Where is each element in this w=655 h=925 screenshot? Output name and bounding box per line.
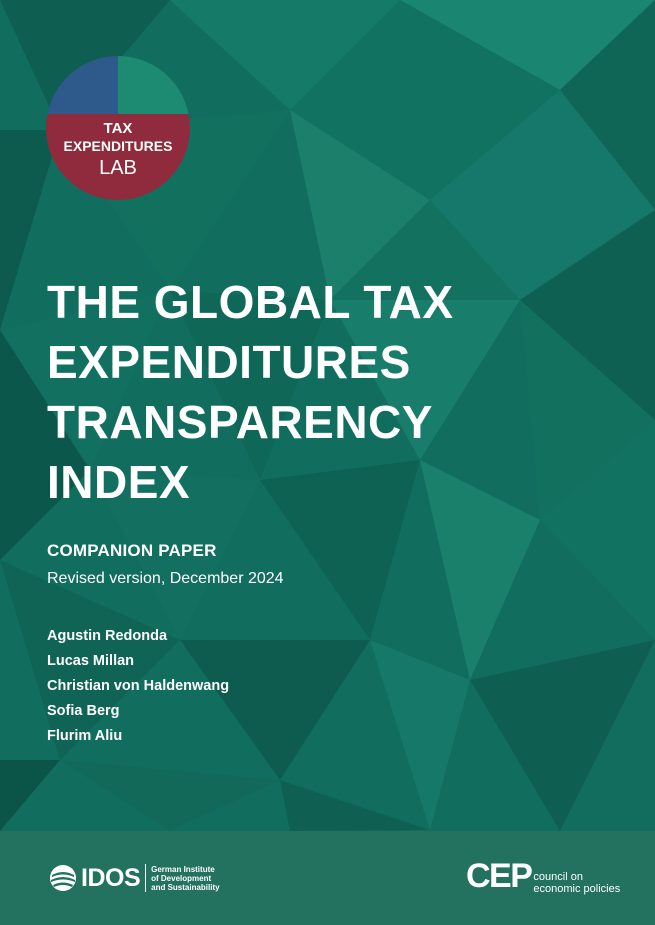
cep-wordmark: CEP <box>466 857 533 895</box>
report-subtitle: COMPANION PAPER <box>47 541 217 560</box>
title-line: EXPENDITURES <box>47 336 411 388</box>
logo-line-2: EXPENDITURES <box>64 138 173 154</box>
author-name: Agustin Redonda <box>47 628 168 644</box>
cep-description: council on economic policies <box>533 871 620 895</box>
logo-line-3: LAB <box>99 157 137 179</box>
author-name: Sofia Berg <box>47 703 120 719</box>
idos-desc-line: and Sustainability <box>151 882 220 892</box>
logo-line-1: TAX <box>104 120 133 137</box>
idos-globe-icon <box>50 865 76 891</box>
cep-logo: CEP council on economic policies <box>466 851 620 901</box>
idos-wordmark: IDOS <box>81 863 141 892</box>
author-name: Flurim Aliu <box>47 728 123 744</box>
title-line: TRANSPARENCY <box>47 396 433 448</box>
idos-desc-line: German Institute <box>151 864 215 874</box>
footer-band <box>0 831 655 925</box>
cep-desc-line: economic policies <box>533 883 621 895</box>
cep-desc-line: council on <box>533 871 583 883</box>
tax-expenditures-lab-logo: TAX EXPENDITURES LAB <box>46 56 190 200</box>
report-title: THE GLOBAL TAX EXPENDITURES TRANSPARENCY… <box>47 272 637 512</box>
revision-note: Revised version, December 2024 <box>47 570 284 587</box>
idos-description: German Institute of Development and Sust… <box>151 865 229 892</box>
title-line: INDEX <box>47 456 191 508</box>
author-list: Agustin Redonda Lucas Millan Christian v… <box>47 624 229 749</box>
author-name: Lucas Millan <box>47 653 135 669</box>
title-line: THE GLOBAL TAX <box>47 276 454 328</box>
author-name: Christian von Haldenwang <box>47 678 230 694</box>
idos-desc-line: of Development <box>151 873 212 883</box>
idos-divider <box>145 864 147 892</box>
idos-logo: IDOS German Institute of Development and… <box>48 860 229 896</box>
